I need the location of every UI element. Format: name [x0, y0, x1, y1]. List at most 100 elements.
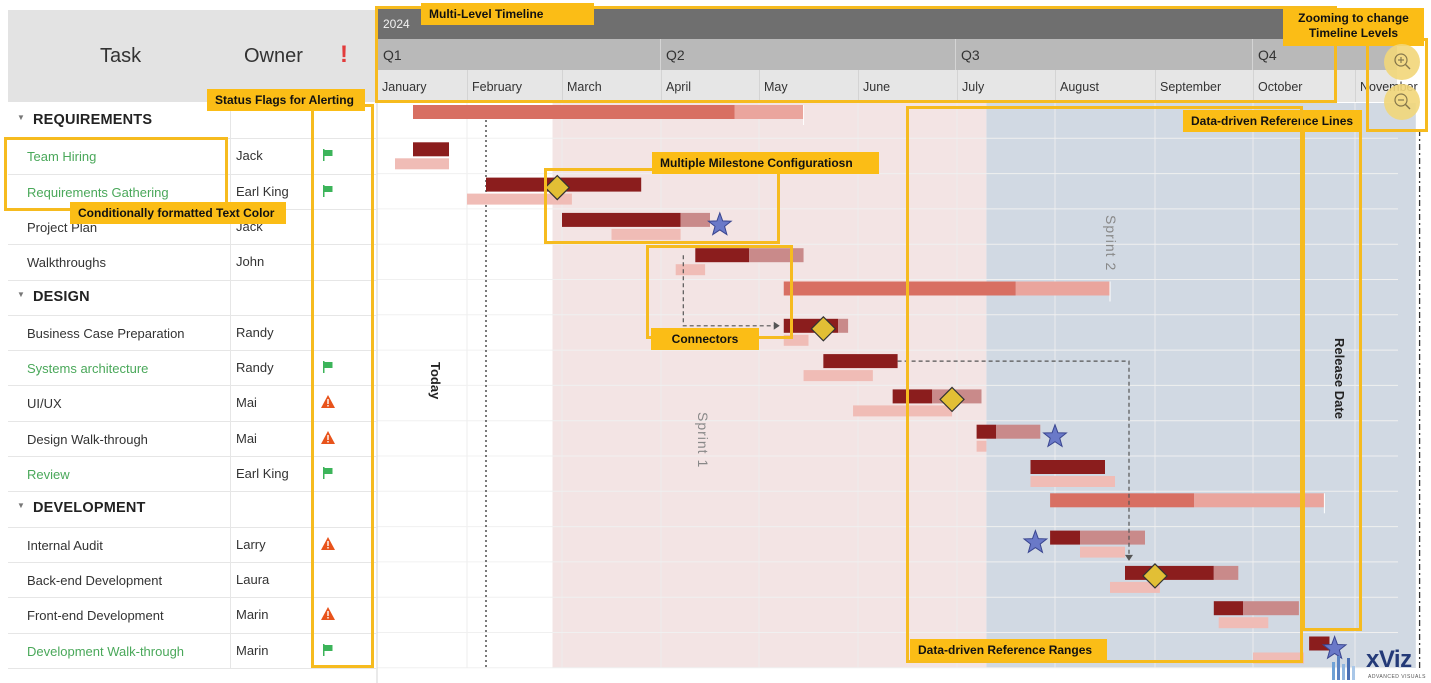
table-row-line — [8, 279, 376, 281]
baseline-bar-systems-architecture — [803, 370, 873, 382]
month-label-july: July — [962, 80, 985, 94]
table-row-line — [8, 597, 376, 599]
connector-1 — [682, 255, 780, 327]
task-name[interactable]: Review — [27, 467, 70, 482]
collapse-caret-icon[interactable]: ▼ — [17, 501, 25, 511]
milestones-callout: Multiple Milestone Configuratiosn — [652, 152, 879, 174]
collapse-caret-icon[interactable]: ▼ — [17, 113, 25, 122]
task-bar-design-walk-through — [976, 424, 997, 439]
table-row-line — [8, 350, 376, 352]
table-row-line — [8, 173, 376, 175]
baseline-bar-back-end-development — [1110, 581, 1160, 593]
sprint1-label: Sprint 1 — [695, 412, 711, 468]
multi-level-timeline-callout: Multi-Level Timeline — [421, 3, 594, 25]
task-bar-walkthroughs — [695, 248, 750, 263]
task-bar-review — [1030, 460, 1105, 474]
zooming-callout-line2: Timeline Levels — [1308, 26, 1399, 40]
status-flag-icon — [322, 184, 333, 197]
task-owner: Marin — [236, 642, 269, 658]
task-name[interactable]: UI/UX — [27, 396, 62, 412]
task-name[interactable]: Design Walk-through — [27, 431, 148, 447]
task-table-header — [8, 10, 376, 102]
month-label-march: March — [567, 80, 602, 94]
task-bar-remaining-back-end-development — [1213, 565, 1239, 580]
collapse-caret-icon[interactable]: ▼ — [17, 289, 25, 299]
task-owner: Randy — [236, 324, 274, 340]
zoom-in-icon — [1394, 53, 1411, 70]
month-divider — [957, 70, 958, 102]
task-owner: John — [236, 254, 265, 270]
owner-column-header[interactable]: Owner — [244, 45, 303, 67]
ref-lines-box — [1302, 120, 1362, 631]
year-label: 2024 — [383, 17, 410, 31]
task-bar-remaining-internal-audit — [1080, 530, 1145, 545]
table-row-line — [8, 138, 376, 140]
connectors-callout: Connectors — [651, 328, 759, 350]
alert-column-header[interactable]: ! — [340, 41, 348, 68]
status-warning-icon — [321, 536, 335, 550]
group-label-development: DEVELOPMENT — [33, 500, 146, 517]
task-bar-remaining-walkthroughs — [749, 248, 804, 263]
month-label-january: January — [382, 80, 427, 94]
table-row-line — [8, 244, 376, 246]
task-name[interactable]: Internal Audit — [27, 537, 103, 553]
table-row-line — [8, 314, 376, 316]
zoom-out-icon — [1394, 93, 1411, 110]
table-row-line — [8, 667, 376, 669]
task-column-header[interactable]: Task — [100, 45, 142, 67]
task-owner: Laura — [236, 571, 270, 587]
task-bar-systems-architecture — [823, 354, 898, 369]
sprint2-label: Sprint 2 — [1103, 215, 1119, 271]
ref-ranges-box — [906, 106, 1303, 663]
quarter-band — [377, 39, 1397, 70]
status-flag-icon — [322, 361, 333, 374]
task-name[interactable]: Development Walk-through — [27, 643, 185, 659]
xviz-logo: xViz ADVANCED VISUALS — [1330, 644, 1428, 683]
ref-ranges-callout: Data-driven Reference Ranges — [910, 639, 1107, 661]
task-bar-remaining-business-case-preparation — [838, 318, 849, 333]
ref-lines-callout: Data-driven Reference Lines — [1183, 110, 1362, 132]
month-divider — [562, 70, 563, 102]
month-label-august: August — [1060, 80, 1099, 94]
logo-bars-icon — [1332, 656, 1355, 680]
month-divider — [1055, 70, 1056, 102]
table-row-line — [8, 491, 376, 493]
task-name[interactable]: Front-end Development — [27, 608, 164, 624]
summary-bar-development — [1050, 493, 1195, 508]
month-divider — [1155, 70, 1156, 102]
task-name[interactable]: Walkthroughs — [27, 255, 106, 271]
task-bar-remaining-ui-ux — [932, 389, 982, 404]
month-divider — [1253, 70, 1254, 102]
reference-range-1 — [552, 103, 987, 668]
task-name[interactable]: Team Hiring — [27, 149, 97, 165]
month-divider — [759, 70, 760, 102]
milestone-star-project-plan — [707, 211, 733, 236]
release-date-label: Release Date — [1332, 338, 1347, 419]
month-divider — [858, 70, 859, 102]
task-name[interactable]: Back-end Development — [27, 572, 163, 588]
zoom-in-button[interactable] — [1384, 44, 1420, 80]
owner-column-divider — [230, 103, 231, 668]
month-divider — [1355, 70, 1356, 102]
task-name[interactable]: Requirements Gathering — [27, 184, 169, 200]
today-label: Today — [428, 362, 443, 400]
month-divider — [467, 70, 468, 102]
task-bar-development-walk-through — [1309, 636, 1330, 651]
status-flag-icon — [322, 643, 333, 656]
zoom-out-button[interactable] — [1384, 84, 1420, 120]
quarter-divider — [955, 39, 956, 70]
task-bar-back-end-development — [1125, 565, 1214, 580]
task-bar-requirements-gathering — [486, 177, 642, 192]
month-label-october: October — [1258, 80, 1303, 94]
task-name[interactable]: Business Case Preparation — [27, 325, 185, 341]
quarter-label-q3: Q3 — [961, 47, 980, 63]
table-row-line — [8, 385, 376, 387]
group-label-requirements: REQUIREMENTS — [33, 112, 153, 128]
connectors-box — [646, 245, 793, 339]
task-bar-project-plan — [562, 212, 681, 227]
month-label-february: February — [472, 80, 523, 94]
connector-arrow-1 — [773, 321, 780, 330]
task-name[interactable]: Systems architecture — [27, 361, 149, 377]
zooming-callout-line1: Zooming to change — [1298, 11, 1409, 25]
baseline-bar-walkthroughs — [675, 264, 706, 276]
